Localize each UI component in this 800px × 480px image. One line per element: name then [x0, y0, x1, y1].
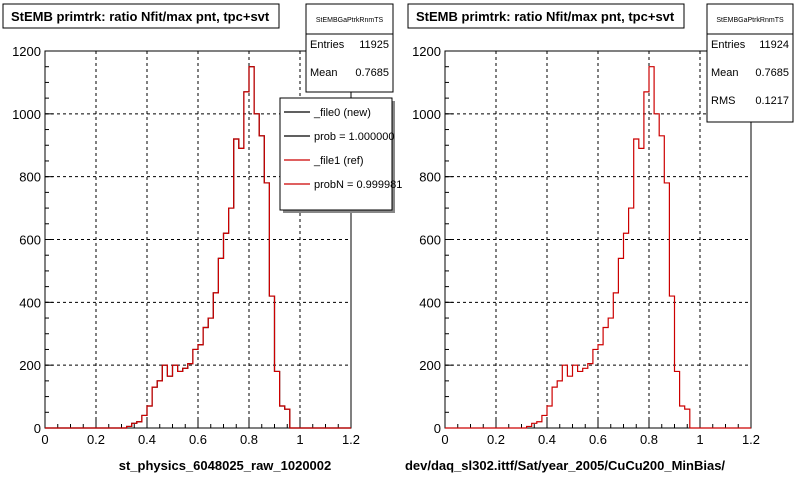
x-tick-label: 0.6 [589, 432, 607, 447]
legend-label: _file0 (new) [313, 107, 371, 119]
stats-value: 0.7685 [355, 67, 389, 79]
legend-label: probN = 0.999981 [314, 179, 402, 191]
y-tick-label: 1200 [12, 44, 41, 59]
x-tick-label: 0.2 [87, 432, 105, 447]
y-tick-label: 0 [434, 421, 441, 436]
legend-label: _file1 (ref) [313, 155, 364, 167]
x-tick-label: 1 [696, 432, 703, 447]
y-tick-label: 800 [419, 170, 441, 185]
x-tick-label: 0 [41, 432, 48, 447]
stats-value: 0.1217 [755, 95, 789, 107]
x-tick-label: 0.8 [640, 432, 658, 447]
stats-label: Mean [310, 67, 338, 79]
y-tick-label: 600 [19, 233, 41, 248]
stats-label: Entries [310, 39, 345, 51]
stats-label: Entries [711, 39, 746, 51]
x-tick-label: 0 [441, 432, 448, 447]
x-axis-label: dev/daq_sl302.ittf/Sat/year_2005/CuCu200… [405, 458, 725, 473]
histogram-series-2 [45, 66, 351, 429]
stats-name: StEMBGaPtrkRnmTS [316, 17, 384, 24]
y-tick-label: 400 [419, 295, 441, 310]
stats-label: Mean [711, 67, 739, 79]
chart-panel-1: 0 0.2 0.4 0.6 0.8 1 1.2 0 200 400 600 800 1000 1200 St… [2, 3, 402, 473]
y-tick-label: 200 [419, 358, 441, 373]
stats-box [706, 3, 794, 123]
y-tick-label: 400 [19, 295, 41, 310]
y-tick-label: 1000 [12, 107, 41, 122]
chart-title: StEMB primtrk: ratio Nfit/max pnt, tpc+s… [416, 9, 675, 24]
y-tick-label: 200 [19, 358, 41, 373]
x-tick-label: 0.4 [538, 432, 556, 447]
title-box [2, 3, 280, 29]
chart-panel-2: 0 0.2 0.4 0.6 0.8 1 1.2 0 200 400 600 800 1000 1200 St… [405, 3, 794, 473]
stats-label: RMS [711, 95, 735, 107]
x-axis-label: st_physics_6048025_raw_1020002 [119, 458, 332, 473]
stats-value: 0.7685 [755, 67, 789, 79]
legend-label: prob = 1.000000 [314, 131, 394, 143]
chart-title: StEMB primtrk: ratio Nfit/max pnt, tpc+s… [11, 9, 270, 24]
y-tick-label: 800 [19, 170, 41, 185]
y-tick-label: 600 [419, 233, 441, 248]
y-tick-label: 0 [34, 421, 41, 436]
stats-box [305, 3, 394, 93]
x-tick-label: 0.8 [240, 432, 258, 447]
stats-name: StEMBGaPtrkRnmTS [716, 17, 784, 24]
stats-value: 11925 [359, 39, 389, 51]
x-tick-label: 0.4 [138, 432, 156, 447]
stats-value: 11924 [759, 39, 789, 51]
y-tick-label: 1000 [412, 107, 441, 122]
x-tick-label: 1 [296, 432, 303, 447]
legend-box [279, 97, 393, 211]
x-tick-label: 1.2 [742, 432, 760, 447]
y-tick-label: 1200 [412, 44, 441, 59]
histogram-series-1 [445, 66, 751, 429]
x-tick-label: 0.6 [189, 432, 207, 447]
x-tick-label: 1.2 [342, 432, 360, 447]
title-box [407, 3, 685, 29]
x-tick-label: 0.2 [487, 432, 505, 447]
